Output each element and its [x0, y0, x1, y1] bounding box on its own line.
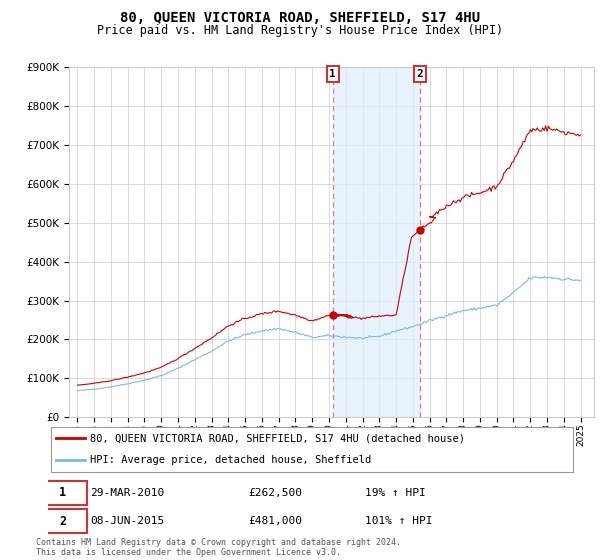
FancyBboxPatch shape: [39, 481, 86, 505]
Text: 101% ↑ HPI: 101% ↑ HPI: [365, 516, 432, 526]
Text: 29-MAR-2010: 29-MAR-2010: [90, 488, 164, 498]
Text: 19% ↑ HPI: 19% ↑ HPI: [365, 488, 425, 498]
Text: 80, QUEEN VICTORIA ROAD, SHEFFIELD, S17 4HU: 80, QUEEN VICTORIA ROAD, SHEFFIELD, S17 …: [120, 11, 480, 25]
Text: £481,000: £481,000: [248, 516, 302, 526]
Text: 08-JUN-2015: 08-JUN-2015: [90, 516, 164, 526]
Text: £262,500: £262,500: [248, 488, 302, 498]
Text: HPI: Average price, detached house, Sheffield: HPI: Average price, detached house, Shef…: [90, 455, 371, 465]
Text: 2: 2: [417, 69, 424, 79]
Text: 80, QUEEN VICTORIA ROAD, SHEFFIELD, S17 4HU (detached house): 80, QUEEN VICTORIA ROAD, SHEFFIELD, S17 …: [90, 433, 465, 444]
Text: Price paid vs. HM Land Registry's House Price Index (HPI): Price paid vs. HM Land Registry's House …: [97, 24, 503, 36]
Text: 2: 2: [59, 515, 67, 528]
FancyBboxPatch shape: [50, 427, 574, 472]
FancyBboxPatch shape: [39, 510, 86, 533]
Text: 1: 1: [329, 69, 336, 79]
Text: Contains HM Land Registry data © Crown copyright and database right 2024.
This d: Contains HM Land Registry data © Crown c…: [36, 538, 401, 557]
Bar: [332, 67, 420, 417]
Text: 1: 1: [59, 487, 67, 500]
